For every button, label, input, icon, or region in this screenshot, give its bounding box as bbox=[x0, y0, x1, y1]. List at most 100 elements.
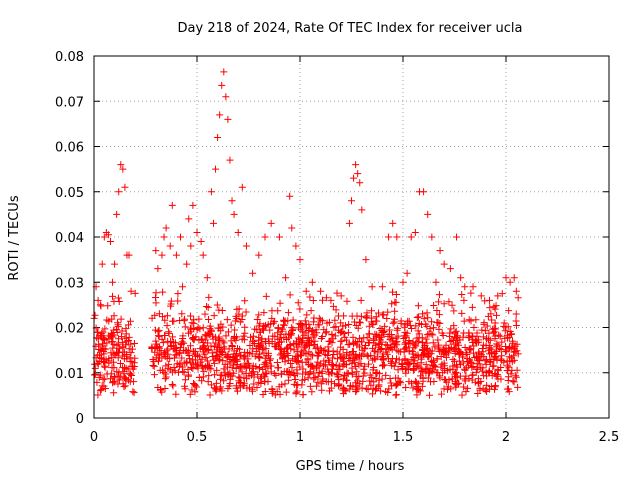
data-point bbox=[488, 372, 496, 380]
data-point bbox=[388, 300, 396, 308]
data-point bbox=[460, 317, 468, 325]
data-point bbox=[329, 302, 337, 310]
data-point bbox=[275, 383, 283, 391]
data-point bbox=[175, 349, 183, 357]
data-point bbox=[314, 352, 322, 360]
data-point bbox=[389, 335, 397, 343]
data-point bbox=[210, 356, 218, 364]
data-point bbox=[284, 371, 292, 379]
data-point bbox=[512, 372, 520, 380]
data-point bbox=[216, 355, 224, 363]
data-point bbox=[100, 233, 108, 241]
data-point bbox=[372, 341, 380, 349]
data-point bbox=[373, 368, 381, 376]
data-point bbox=[191, 388, 199, 396]
data-point bbox=[354, 337, 362, 345]
data-point bbox=[169, 317, 177, 325]
data-point bbox=[317, 345, 325, 353]
data-point bbox=[362, 256, 370, 264]
data-point bbox=[292, 390, 300, 398]
data-point bbox=[271, 340, 279, 348]
data-point bbox=[270, 370, 278, 378]
data-point bbox=[385, 355, 393, 363]
data-point bbox=[189, 334, 197, 342]
data-point bbox=[433, 306, 441, 314]
data-point bbox=[216, 111, 224, 119]
data-point bbox=[379, 352, 387, 360]
data-point bbox=[115, 335, 123, 343]
data-point bbox=[394, 374, 402, 382]
data-point bbox=[206, 391, 214, 399]
data-point bbox=[94, 296, 102, 304]
data-point bbox=[493, 340, 501, 348]
data-point bbox=[357, 296, 365, 304]
data-point bbox=[98, 260, 106, 268]
data-point bbox=[191, 382, 199, 390]
data-point bbox=[261, 387, 269, 395]
data-point bbox=[119, 165, 127, 173]
data-point bbox=[249, 368, 257, 376]
data-point bbox=[478, 367, 486, 375]
data-point bbox=[255, 333, 263, 341]
data-point bbox=[306, 382, 314, 390]
data-point bbox=[318, 332, 326, 340]
data-point bbox=[446, 265, 454, 273]
data-point bbox=[246, 362, 254, 370]
data-point bbox=[317, 287, 325, 295]
data-point bbox=[361, 369, 369, 377]
data-point bbox=[470, 323, 478, 331]
data-point bbox=[447, 325, 455, 333]
data-point bbox=[497, 355, 505, 363]
data-point bbox=[413, 361, 421, 369]
data-point bbox=[291, 375, 299, 383]
data-point bbox=[460, 296, 468, 304]
data-point bbox=[177, 233, 185, 241]
data-point bbox=[172, 251, 180, 259]
data-point bbox=[232, 365, 240, 373]
data-point bbox=[446, 337, 454, 345]
data-point bbox=[505, 363, 513, 371]
data-point bbox=[456, 372, 464, 380]
data-point bbox=[439, 331, 447, 339]
data-point bbox=[230, 361, 238, 369]
data-point bbox=[208, 349, 216, 357]
data-point bbox=[333, 289, 341, 297]
data-point bbox=[97, 386, 105, 394]
data-point bbox=[276, 344, 284, 352]
data-point bbox=[117, 315, 125, 323]
data-point bbox=[113, 328, 121, 336]
data-point bbox=[289, 325, 297, 333]
data-point bbox=[251, 325, 259, 333]
data-point bbox=[439, 369, 447, 377]
data-point bbox=[158, 251, 166, 259]
data-point bbox=[458, 309, 466, 317]
data-point bbox=[418, 368, 426, 376]
data-point bbox=[283, 343, 291, 351]
data-point bbox=[152, 337, 160, 345]
data-point bbox=[479, 333, 487, 341]
data-point bbox=[350, 174, 358, 182]
data-point bbox=[334, 373, 342, 381]
data-point bbox=[513, 366, 521, 374]
data-point bbox=[379, 362, 387, 370]
data-point bbox=[469, 349, 477, 357]
data-point bbox=[497, 375, 505, 383]
data-point bbox=[309, 326, 317, 334]
data-point bbox=[227, 321, 235, 329]
data-point bbox=[503, 347, 511, 355]
data-point bbox=[154, 265, 162, 273]
data-point bbox=[317, 380, 325, 388]
data-point bbox=[467, 289, 475, 297]
data-point bbox=[506, 327, 514, 335]
data-point bbox=[320, 357, 328, 365]
data-point bbox=[108, 292, 116, 300]
data-point bbox=[309, 318, 317, 326]
data-point bbox=[268, 314, 276, 322]
y-tick-label: 0.04 bbox=[55, 231, 84, 246]
data-point bbox=[94, 360, 102, 368]
data-point bbox=[424, 331, 432, 339]
data-point bbox=[480, 320, 488, 328]
data-point bbox=[455, 341, 463, 349]
data-point bbox=[212, 165, 220, 173]
data-point bbox=[170, 364, 178, 372]
